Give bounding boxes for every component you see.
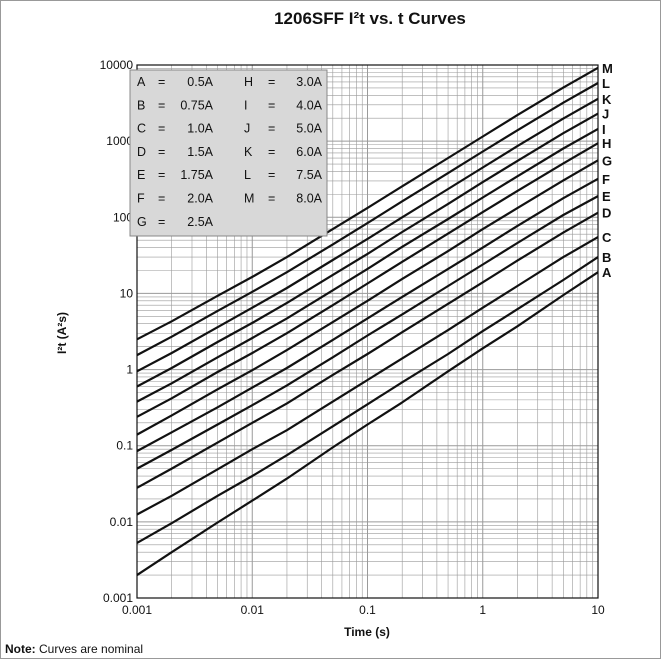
footnote-label: Note: bbox=[5, 642, 36, 656]
legend-value: 1.75A bbox=[180, 168, 213, 182]
legend-letter: A bbox=[137, 75, 146, 89]
curve-m bbox=[136, 66, 599, 341]
curve-label-e: E bbox=[602, 189, 611, 204]
y-tick-label: 100 bbox=[113, 210, 133, 224]
legend-equals: = bbox=[158, 168, 165, 182]
legend-value: 5.0A bbox=[296, 122, 322, 136]
curve-label-c: C bbox=[602, 230, 612, 245]
curve-l bbox=[136, 82, 599, 357]
x-axis-title: Time (s) bbox=[344, 625, 390, 639]
curve-label-h: H bbox=[602, 136, 611, 151]
legend-letter: B bbox=[137, 98, 145, 112]
legend-letter: M bbox=[244, 192, 254, 206]
curve-label-d: D bbox=[602, 206, 611, 221]
legend-equals: = bbox=[158, 215, 165, 229]
legend-equals: = bbox=[158, 122, 165, 136]
legend-value: 7.5A bbox=[296, 168, 322, 182]
legend-value: 8.0A bbox=[296, 192, 322, 206]
legend-value: 1.0A bbox=[187, 122, 213, 136]
x-tick-label: 10 bbox=[591, 603, 605, 617]
curve-d bbox=[136, 211, 599, 489]
legend-letter: C bbox=[137, 122, 146, 136]
curve-j bbox=[136, 112, 599, 388]
curve-label-l: L bbox=[602, 76, 610, 91]
curve-label-k: K bbox=[602, 92, 612, 107]
legend-equals: = bbox=[268, 192, 275, 206]
legend-value: 1.5A bbox=[187, 145, 213, 159]
legend-background bbox=[129, 69, 328, 237]
legend-equals: = bbox=[158, 98, 165, 112]
legend-equals: = bbox=[268, 98, 275, 112]
y-tick-label: 0.001 bbox=[103, 591, 133, 605]
y-tick-label: 1000 bbox=[106, 134, 133, 148]
legend: A = 0.5A B = 0.75A C = 1.0A D = 1.5A E = 1.75A F = 2.0A G =… bbox=[129, 69, 328, 237]
y-tick-label: 10000 bbox=[100, 58, 134, 72]
x-tick-label: 1 bbox=[479, 603, 486, 617]
curve-label-b: B bbox=[602, 250, 611, 265]
curve-e bbox=[136, 195, 599, 470]
legend-letter: E bbox=[137, 168, 145, 182]
legend-letter: H bbox=[244, 75, 253, 89]
y-tick-label: 0.1 bbox=[116, 439, 133, 453]
footnote-text: Curves are nominal bbox=[36, 642, 143, 656]
legend-value: 0.5A bbox=[187, 75, 213, 89]
y-axis-title: I²t (A²s) bbox=[55, 312, 69, 354]
legend-letter: L bbox=[244, 168, 251, 182]
legend-letter: F bbox=[137, 192, 145, 206]
plot-border bbox=[136, 64, 599, 599]
legend-letter: I bbox=[244, 98, 247, 112]
legend-letter: K bbox=[244, 145, 253, 159]
legend-value: 2.5A bbox=[187, 215, 213, 229]
chart-title: 1206SFF I²t vs. t Curves bbox=[274, 9, 466, 28]
curve-g bbox=[136, 159, 599, 436]
y-tick-label: 1 bbox=[126, 363, 133, 377]
legend-value: 3.0A bbox=[296, 75, 322, 89]
x-tick-label: 0.01 bbox=[241, 603, 265, 617]
legend-equals: = bbox=[268, 122, 275, 136]
legend-rows: A = 0.5A B = 0.75A C = 1.0A D = 1.5A E = 1.75A F = 2.0A G =… bbox=[137, 75, 323, 229]
legend-value: 6.0A bbox=[296, 145, 322, 159]
curves bbox=[136, 66, 599, 577]
y-tick-label: 0.01 bbox=[110, 515, 134, 529]
curve-label-m: M bbox=[602, 61, 613, 76]
x-tick-label: 0.001 bbox=[122, 603, 152, 617]
footnote: Note: Curves are nominal bbox=[5, 642, 143, 656]
legend-letter: D bbox=[137, 145, 146, 159]
curve-k bbox=[136, 97, 599, 373]
tick-labels: 0.001 0.01 0.1 1 10 0.001 0.01 0.1 1 10 100 1000 100… bbox=[100, 58, 605, 617]
legend-equals: = bbox=[158, 192, 165, 206]
legend-equals: = bbox=[268, 145, 275, 159]
curve-label-g: G bbox=[602, 153, 612, 168]
curve-c bbox=[136, 236, 599, 516]
legend-equals: = bbox=[158, 75, 165, 89]
legend-letter: J bbox=[244, 122, 250, 136]
curve-b bbox=[136, 256, 599, 544]
y-tick-label: 10 bbox=[120, 286, 134, 300]
legend-equals: = bbox=[268, 168, 275, 182]
curve-label-j: J bbox=[602, 107, 609, 122]
curve-f bbox=[136, 177, 599, 453]
curve-label-f: F bbox=[602, 172, 610, 187]
curve-h bbox=[136, 142, 599, 418]
x-tick-label: 0.1 bbox=[359, 603, 376, 617]
curve-a bbox=[136, 271, 599, 577]
legend-letter: G bbox=[137, 215, 147, 229]
legend-equals: = bbox=[268, 75, 275, 89]
curve-i bbox=[136, 127, 599, 403]
legend-value: 4.0A bbox=[296, 98, 322, 112]
legend-value: 0.75A bbox=[180, 98, 213, 112]
curve-label-i: I bbox=[602, 122, 606, 137]
curve-label-a: A bbox=[602, 265, 612, 280]
legend-value: 2.0A bbox=[187, 192, 213, 206]
legend-equals: = bbox=[158, 145, 165, 159]
